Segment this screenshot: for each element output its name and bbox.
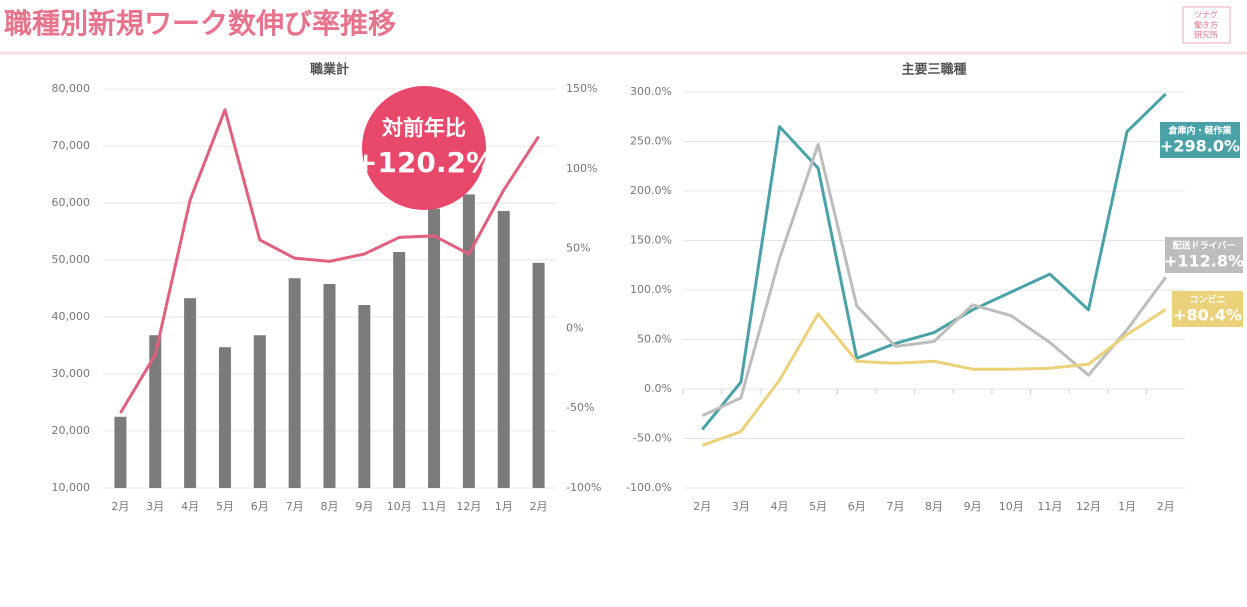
y-tick-label: -50.0% bbox=[633, 432, 672, 445]
x-tick-label: 3月 bbox=[732, 500, 750, 513]
bar bbox=[462, 194, 475, 488]
x-tick-label: 6月 bbox=[251, 500, 269, 513]
y2-tick-label: 0% bbox=[566, 321, 583, 334]
x-tick-label: 7月 bbox=[886, 500, 904, 513]
logo-text: 研究所 bbox=[1194, 30, 1218, 40]
page-title: 職種別新規ワーク数伸び率推移 bbox=[4, 7, 396, 40]
x-tick-label: 1月 bbox=[495, 500, 513, 513]
bar bbox=[218, 347, 231, 488]
x-tick-label: 3月 bbox=[146, 500, 164, 513]
bar bbox=[532, 262, 545, 488]
legend-value: +298.0% bbox=[1160, 137, 1240, 156]
bar bbox=[114, 416, 127, 488]
x-tick-label: 12月 bbox=[456, 500, 481, 513]
y-tick-label: 200.0% bbox=[630, 184, 672, 197]
x-tick-label: 9月 bbox=[964, 500, 982, 513]
line bbox=[701, 142, 1167, 418]
legend-value: +80.4% bbox=[1173, 306, 1242, 325]
bar bbox=[497, 210, 510, 489]
y-tick-label: 150.0% bbox=[630, 234, 672, 247]
y-tick-label: 60,000 bbox=[52, 196, 91, 209]
x-tick-label: 2月 bbox=[693, 500, 711, 513]
y-tick-label: 70,000 bbox=[52, 139, 91, 152]
y-tick-label: 300.0% bbox=[630, 85, 672, 98]
x-tick-label: 8月 bbox=[321, 500, 339, 513]
bar bbox=[149, 335, 162, 488]
x-tick-label: 2月 bbox=[530, 500, 548, 513]
callout-value: +120.2% bbox=[354, 146, 494, 179]
legend-box bbox=[1172, 291, 1243, 327]
bar bbox=[428, 208, 441, 488]
logo-text: ツナグ bbox=[1194, 10, 1218, 20]
x-tick-label: 11月 bbox=[422, 500, 447, 513]
bar bbox=[288, 278, 301, 488]
x-tick-label: 5月 bbox=[216, 500, 234, 513]
bar bbox=[323, 283, 336, 488]
x-tick-label: 4月 bbox=[771, 500, 789, 513]
x-tick-label: 2月 bbox=[111, 500, 129, 513]
logo-text: 働き方 bbox=[1194, 20, 1218, 30]
legend-name: 倉庫内・軽作業 bbox=[1167, 125, 1232, 137]
callout-badge bbox=[362, 86, 486, 210]
y2-tick-label: -100% bbox=[566, 481, 601, 494]
chart-title: 主要三職種 bbox=[901, 62, 966, 78]
logo-box bbox=[1182, 6, 1231, 44]
bar bbox=[393, 252, 406, 488]
x-tick-label: 9月 bbox=[355, 500, 373, 513]
x-tick-label: 1月 bbox=[1118, 500, 1136, 513]
x-tick-label: 10月 bbox=[387, 500, 412, 513]
bar bbox=[253, 335, 266, 488]
y2-tick-label: -50% bbox=[566, 401, 594, 414]
chart-title: 職業計 bbox=[310, 62, 349, 78]
y-tick-label: 30,000 bbox=[52, 367, 91, 380]
legend-box bbox=[1165, 237, 1243, 273]
x-tick-label: 4月 bbox=[181, 500, 199, 513]
callout-title: 対前年比 bbox=[382, 116, 466, 140]
y-tick-label: 100.0% bbox=[630, 283, 672, 296]
line bbox=[701, 308, 1167, 447]
y2-tick-label: 100% bbox=[566, 162, 597, 175]
legend-value: +112.8% bbox=[1164, 252, 1244, 271]
x-tick-label: 6月 bbox=[848, 500, 866, 513]
x-tick-label: 12月 bbox=[1076, 500, 1101, 513]
y-tick-label: 50.0% bbox=[637, 333, 672, 346]
y2-tick-label: 50% bbox=[566, 242, 590, 255]
y-tick-label: 50,000 bbox=[52, 253, 91, 266]
y2-tick-label: 150% bbox=[566, 82, 597, 95]
y-tick-label: 80,000 bbox=[52, 82, 91, 95]
x-tick-label: 5月 bbox=[809, 500, 827, 513]
x-tick-label: 2月 bbox=[1157, 500, 1175, 513]
legend-name: 配送ドライバー bbox=[1173, 240, 1236, 252]
legend-name: コンビニ bbox=[1189, 294, 1225, 306]
bar bbox=[184, 298, 197, 488]
y-tick-label: 0.0% bbox=[644, 382, 672, 395]
y-tick-label: 20,000 bbox=[52, 424, 91, 437]
x-tick-label: 8月 bbox=[925, 500, 943, 513]
bar bbox=[358, 305, 371, 488]
y-tick-label: 250.0% bbox=[630, 135, 672, 148]
x-tick-label: 7月 bbox=[286, 500, 304, 513]
legend-box bbox=[1160, 122, 1240, 158]
line bbox=[701, 92, 1167, 431]
y-tick-label: 10,000 bbox=[52, 481, 91, 494]
x-tick-label: 10月 bbox=[999, 500, 1024, 513]
y-tick-label: 40,000 bbox=[52, 310, 91, 323]
line bbox=[119, 108, 540, 414]
y-tick-label: -100.0% bbox=[626, 481, 672, 494]
x-tick-label: 11月 bbox=[1037, 500, 1062, 513]
